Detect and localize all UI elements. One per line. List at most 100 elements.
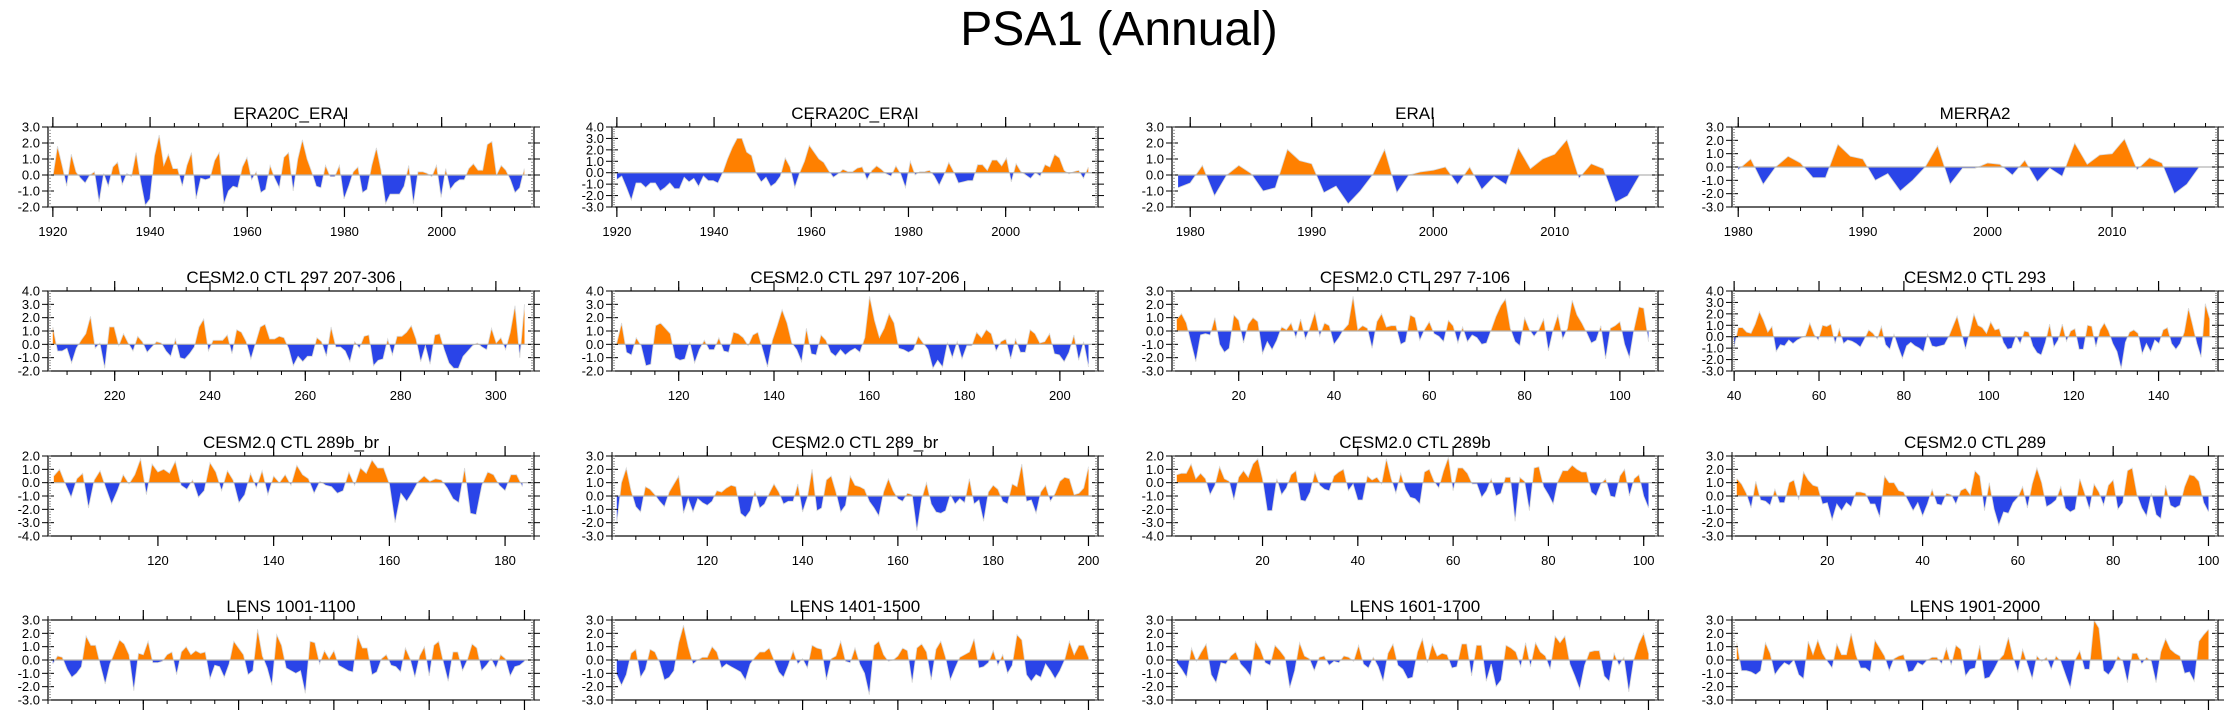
panel-5: CESM2.0 CTL 297 207-306 -2.0-1.00.01.02.0… xyxy=(18,268,540,403)
y-tick-label: -1.0 xyxy=(18,184,40,199)
y-tick-label: 3.0 xyxy=(1146,284,1164,299)
y-tick-label: 0.0 xyxy=(1146,324,1164,339)
x-tick-label: 280 xyxy=(390,388,412,403)
y-tick-label: -1.0 xyxy=(1142,489,1164,504)
negative-area xyxy=(616,660,1089,695)
x-tick-label: 140 xyxy=(763,388,785,403)
x-tick-label: 2000 xyxy=(2194,717,2223,719)
y-tick-label: 3.0 xyxy=(586,449,604,464)
x-tick-label: 20 xyxy=(1231,388,1245,403)
x-tick-label: 120 xyxy=(2063,388,2085,403)
x-tick-label: 160 xyxy=(379,553,401,568)
x-tick-label: 240 xyxy=(199,388,221,403)
y-tick-label: 2.0 xyxy=(1146,449,1164,464)
series-line xyxy=(1736,466,2209,527)
y-tick-label: 0.0 xyxy=(1706,160,1724,175)
panel-title: CESM2.0 CTL 289_br xyxy=(772,433,939,452)
positive-area xyxy=(1738,139,2200,167)
y-tick-label: -4.0 xyxy=(18,529,40,544)
y-tick-label: -2.0 xyxy=(1702,515,1724,530)
y-tick-label: -3.0 xyxy=(18,515,40,530)
panel-7: CESM2.0 CTL 297 7-106-3.0-2.0-1.00.01.02… xyxy=(1142,268,1664,403)
y-tick-label: 3.0 xyxy=(1706,613,1724,628)
y-tick-label: -2.0 xyxy=(1142,502,1164,517)
panel-title: CESM2.0 CTL 297 107-206 xyxy=(750,268,959,287)
panel-9: CESM2.0 CTL 289b_br -4.0-3.0-2.0-1.00.01.… xyxy=(18,433,540,568)
y-tick-label: 2.0 xyxy=(22,626,40,641)
negative-area xyxy=(616,172,1089,201)
y-tick-label: 0.0 xyxy=(586,653,604,668)
y-tick-label: -2.0 xyxy=(582,679,604,694)
panel-16: LENS 1901-2000 -3.0-2.0-1.00.01.02.03.0 19… xyxy=(1702,597,2224,719)
x-tick-label: 2000 xyxy=(991,224,1020,239)
positive-area xyxy=(616,625,1089,660)
x-tick-label: 80 xyxy=(2106,553,2120,568)
y-tick-label: 1.0 xyxy=(22,324,40,339)
negative-area xyxy=(52,344,525,369)
x-tick-label: 140 xyxy=(2148,388,2170,403)
x-tick-label: 1960 xyxy=(797,224,826,239)
panel-title: CESM2.0 CTL 289 xyxy=(1904,433,2046,452)
y-tick-label: -1.0 xyxy=(18,666,40,681)
negative-area xyxy=(1736,660,2209,688)
y-tick-label: 2.0 xyxy=(586,626,604,641)
y-tick-label: -3.0 xyxy=(582,693,604,708)
y-tick-label: -1.0 xyxy=(1702,666,1724,681)
x-tick-label: 2000 xyxy=(1419,224,1448,239)
panel-10: CESM2.0 CTL 289_br -3.0-2.0-1.00.01.02.03… xyxy=(582,433,1104,568)
panel-title: CESM2.0 CTL 297 207-306 xyxy=(186,268,395,287)
panel-title: CESM2.0 CTL 289b_br xyxy=(203,433,379,452)
x-tick-label: 200 xyxy=(1078,553,1100,568)
x-tick-label: 1980 xyxy=(894,224,923,239)
series-line xyxy=(53,457,523,523)
y-tick-label: -4.0 xyxy=(1142,529,1164,544)
series-line xyxy=(1176,457,1649,522)
y-tick-label: 0.0 xyxy=(1706,489,1724,504)
y-tick-label: 3.0 xyxy=(586,131,604,146)
x-tick-label: 100 xyxy=(2198,553,2220,568)
panel-title: LENS 1401-1500 xyxy=(790,597,920,616)
series-line xyxy=(616,463,1089,531)
y-tick-label: 1.0 xyxy=(586,475,604,490)
y-tick-label: 3.0 xyxy=(586,613,604,628)
x-tick-label: 1990 xyxy=(1848,224,1877,239)
y-tick-label: -1.0 xyxy=(582,177,604,192)
y-tick-label: -1.0 xyxy=(1142,184,1164,199)
y-tick-label: -3.0 xyxy=(1142,515,1164,530)
y-tick-label: -2.0 xyxy=(582,515,604,530)
x-tick-label: 2010 xyxy=(1540,224,1569,239)
panel-13: LENS 1001-1100 -3.0-2.0-1.00.01.02.03.0 10… xyxy=(18,597,540,719)
panel-title: LENS 1601-1700 xyxy=(1350,597,1480,616)
x-tick-label: 100 xyxy=(1978,388,2000,403)
y-tick-label: 3.0 xyxy=(1146,613,1164,628)
y-tick-label: 1.0 xyxy=(1146,310,1164,325)
y-tick-label: -3.0 xyxy=(1702,364,1724,379)
x-tick-label: 100 xyxy=(1633,553,1655,568)
series-line xyxy=(616,625,1089,695)
y-tick-label: -1.0 xyxy=(582,666,604,681)
panel-title: ERAI xyxy=(1395,104,1435,123)
x-tick-label: 140 xyxy=(792,553,814,568)
x-tick-label: 20 xyxy=(1255,553,1269,568)
series-line xyxy=(52,304,525,369)
panel-3: ERAI -2.0-1.00.01.02.03.0 1980 1990 2000 2010 xyxy=(1142,104,1664,239)
x-tick-label: 1980 xyxy=(2099,717,2128,719)
y-tick-label: -2.0 xyxy=(582,364,604,379)
series-line xyxy=(616,296,1089,370)
panel-title: LENS 1901-2000 xyxy=(1910,597,2040,616)
y-tick-label: -2.0 xyxy=(1702,352,1724,367)
y-tick-label: 1.0 xyxy=(1706,475,1724,490)
y-tick-label: 2.0 xyxy=(22,310,40,325)
y-tick-label: 0.0 xyxy=(586,337,604,352)
x-tick-label: 1980 xyxy=(1724,224,1753,239)
y-tick-label: -2.0 xyxy=(1142,200,1164,215)
y-tick-label: 2.0 xyxy=(1146,136,1164,151)
x-tick-label: 1500 xyxy=(1074,717,1103,719)
panel-15: LENS 1601-1700 -3.0-2.0-1.00.01.02.03.0 16… xyxy=(1142,597,1664,719)
y-tick-label: 3.0 xyxy=(1706,449,1724,464)
y-tick-label: -2.0 xyxy=(1142,350,1164,365)
y-tick-label: 1.0 xyxy=(1146,639,1164,654)
negative-area xyxy=(616,344,1089,369)
panel-14: LENS 1401-1500 -3.0-2.0-1.00.01.02.03.0 14… xyxy=(582,597,1104,719)
series-line xyxy=(52,629,525,694)
